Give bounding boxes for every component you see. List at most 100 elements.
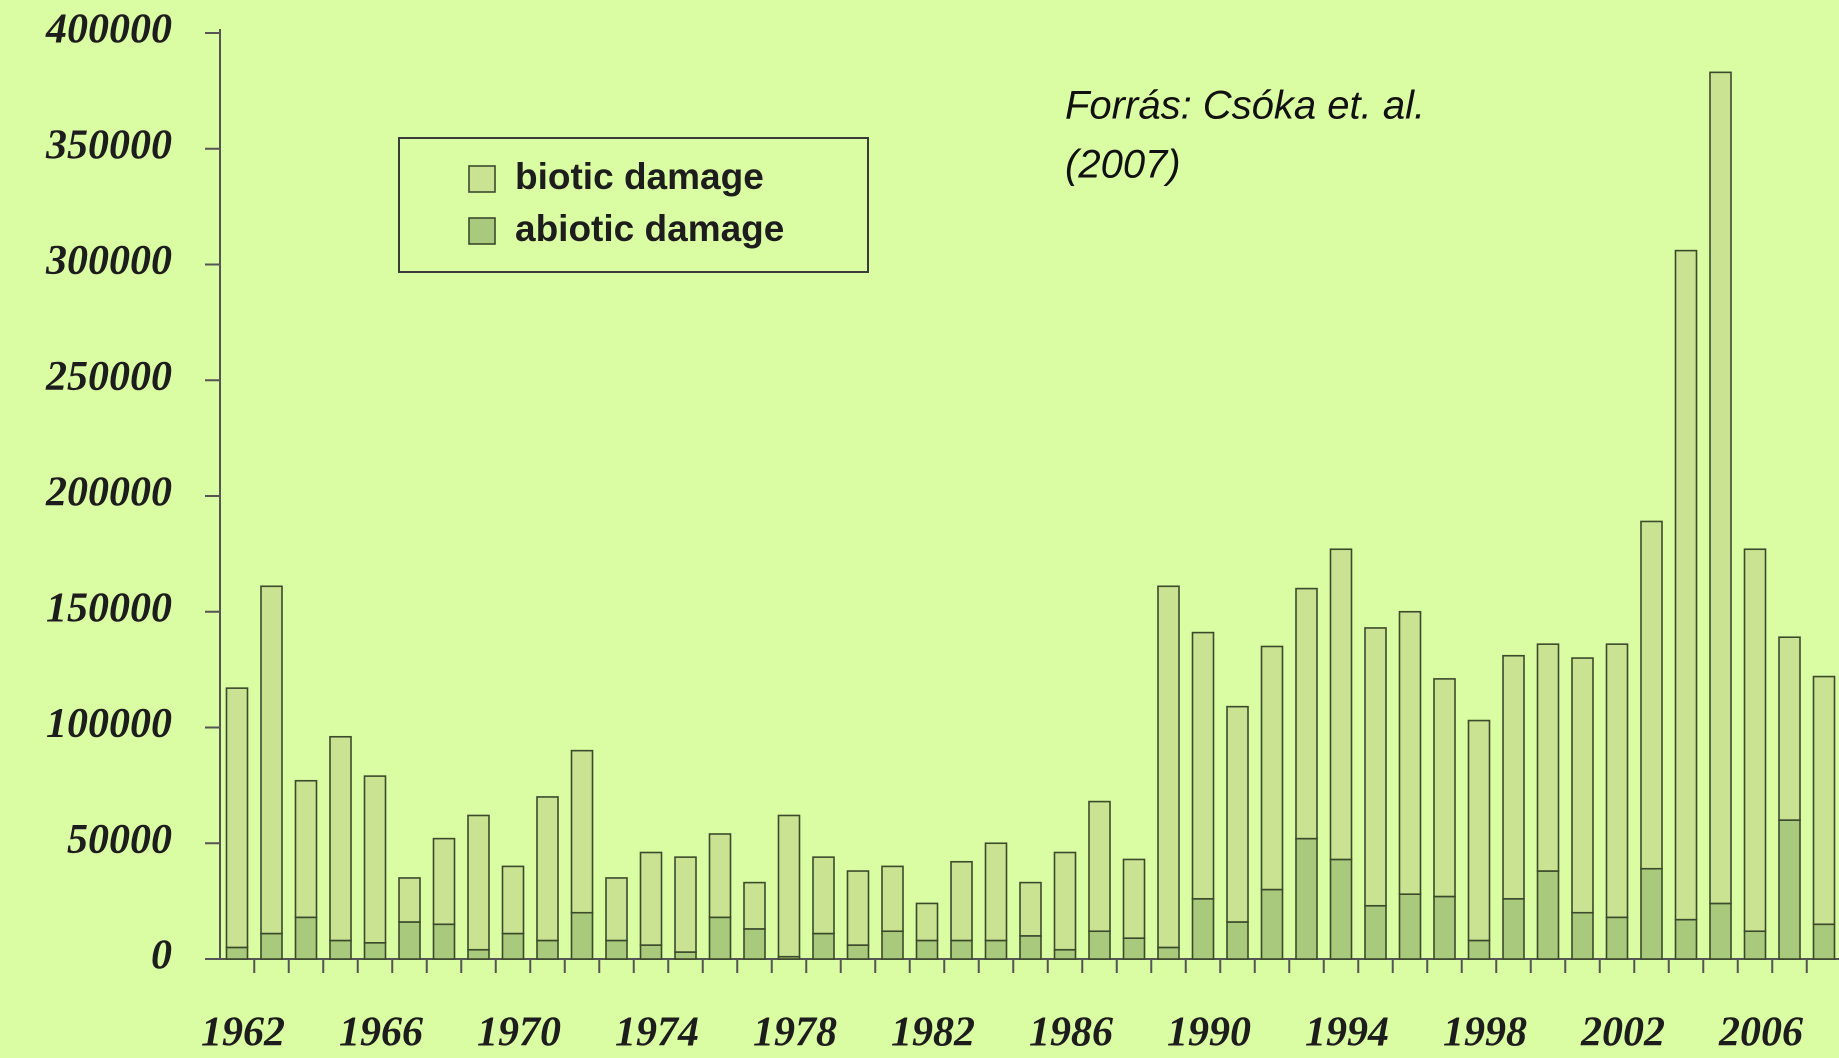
bar-segment	[674, 856, 697, 953]
legend-label: abiotic damage	[515, 208, 784, 249]
bar-segment	[1674, 249, 1698, 921]
bar-segment	[1260, 888, 1284, 960]
bar-segment	[1398, 610, 1422, 895]
bar-segment	[984, 842, 1008, 942]
y-tick-label: 300000	[45, 238, 172, 284]
bar-segment	[1053, 851, 1077, 951]
x-tick-label: 1970	[477, 1010, 561, 1056]
bar-segment	[1778, 819, 1801, 960]
y-tick-label: 400000	[45, 7, 172, 53]
bar-segment	[329, 939, 352, 960]
bar-segment	[501, 932, 525, 960]
bar-segment	[398, 921, 421, 960]
y-tick-label: 100000	[46, 701, 172, 747]
x-tick-label: 1990	[1167, 1010, 1251, 1056]
bar-segment	[467, 814, 490, 951]
bar-segment	[1502, 654, 1525, 900]
bar-segment	[708, 916, 732, 960]
bar-segment	[1640, 520, 1663, 870]
bar-segment	[225, 687, 249, 949]
y-tick-label: 200000	[45, 470, 172, 516]
bar-segment	[570, 911, 594, 960]
bar-segment	[1571, 657, 1594, 914]
bar-segment	[1433, 678, 1456, 898]
bar-segment	[536, 796, 559, 942]
y-tick-label: 50000	[67, 817, 172, 863]
x-tick-label: 1978	[753, 1010, 837, 1056]
bar-segment	[881, 930, 904, 960]
annotation: (2007)	[1065, 143, 1181, 187]
bar-segment	[743, 928, 766, 960]
legend-box	[398, 137, 869, 273]
bar-segment	[1433, 895, 1456, 960]
bar-segment	[432, 837, 456, 926]
bar-segment	[1019, 881, 1042, 937]
bar-segment	[260, 932, 283, 960]
bar-segment	[1329, 548, 1353, 861]
bar-segment	[1536, 870, 1560, 960]
bar-segment	[846, 870, 870, 946]
bar-segment	[1122, 937, 1146, 960]
bar-segment	[777, 814, 801, 958]
legend-label: biotic damage	[515, 156, 764, 197]
bar-segment	[1019, 935, 1042, 960]
bar-segment	[1812, 675, 1836, 926]
bar-segment	[1398, 893, 1422, 960]
bar-segment	[1364, 904, 1387, 960]
bar-segment	[1605, 643, 1629, 919]
bar-segment	[1329, 858, 1353, 960]
bar-segment	[1812, 923, 1836, 960]
bar-segment	[467, 948, 490, 960]
bar-segment	[1364, 627, 1387, 907]
bar-segment	[1122, 858, 1146, 939]
bar-segment	[1157, 585, 1180, 949]
x-tick-label: 1986	[1029, 1010, 1113, 1056]
x-tick-label: 1998	[1443, 1010, 1527, 1056]
bar-segment	[363, 941, 387, 960]
x-tick-label: 1994	[1305, 1010, 1389, 1056]
bar-segment	[1226, 705, 1249, 923]
bar-segment	[1088, 800, 1111, 933]
bar-segment	[605, 877, 628, 942]
bar-segment	[1226, 921, 1249, 960]
bar-segment	[984, 939, 1008, 960]
legend-swatch	[468, 165, 496, 193]
bar-segment	[846, 944, 870, 960]
bar-segment	[294, 779, 318, 919]
bar-segment	[812, 932, 835, 960]
bar-segment	[1778, 636, 1801, 821]
bar-segment	[605, 939, 628, 960]
bar-segment	[1295, 837, 1318, 960]
x-tick-label: 1982	[891, 1010, 975, 1056]
bar-segment	[1709, 71, 1732, 905]
x-tick-label: 1974	[615, 1010, 699, 1056]
bar-segment	[294, 916, 318, 960]
y-tick-label: 250000	[45, 354, 172, 400]
bar-segment	[1743, 548, 1767, 933]
bar-segment	[1743, 930, 1767, 960]
bar-segment	[260, 585, 283, 935]
bar-segment	[1536, 643, 1560, 872]
bar-segment	[915, 939, 939, 960]
legend-swatch	[468, 217, 496, 245]
bar-segment	[329, 735, 352, 942]
bar-segment	[536, 939, 559, 960]
bar-segment	[1571, 911, 1594, 960]
bar-segment	[1295, 587, 1318, 840]
bar-segment	[743, 881, 766, 930]
bar-segment	[1260, 645, 1284, 891]
x-tick-label: 1966	[339, 1010, 423, 1056]
bar-segment	[915, 902, 939, 942]
bar-segment	[1674, 918, 1698, 960]
bar-segment	[225, 946, 249, 960]
bar-segment	[432, 923, 456, 960]
bar-segment	[570, 749, 594, 914]
y-tick-label: 150000	[46, 585, 172, 631]
bar-segment	[639, 851, 663, 946]
bar-segment	[1467, 719, 1491, 942]
bar-segment	[1088, 930, 1111, 960]
bar-segment	[1053, 948, 1077, 960]
bar-segment	[363, 775, 387, 944]
y-tick-label: 350000	[45, 122, 172, 168]
